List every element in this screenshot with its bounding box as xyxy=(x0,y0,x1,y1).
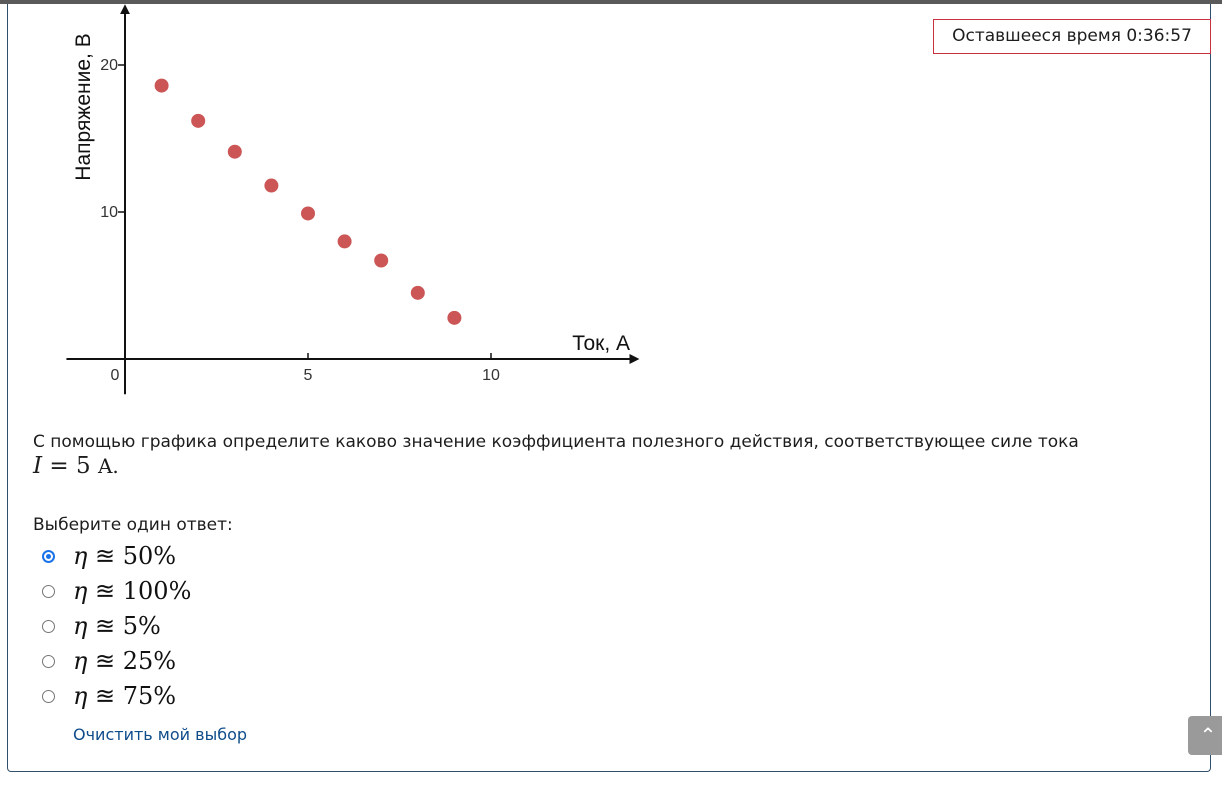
question-formula: I = 5 A. xyxy=(33,453,119,479)
y-axis-label: Напряжение, В xyxy=(72,33,95,180)
data-point xyxy=(447,310,462,325)
answer-label-25: η ≊ 25% xyxy=(73,647,177,675)
answer-option-75[interactable]: η ≊ 75% xyxy=(42,681,176,711)
formula-value: = 5 xyxy=(42,453,98,479)
data-point xyxy=(337,234,352,249)
answer-option-25[interactable]: η ≊ 25% xyxy=(42,646,176,676)
question-text: С помощью графика определите каково знач… xyxy=(33,432,1079,452)
chevron-up-icon: ⌃ xyxy=(1199,723,1217,747)
answer-label-75: η ≊ 75% xyxy=(73,682,177,710)
data-point xyxy=(191,113,206,128)
data-point xyxy=(227,144,242,159)
answer-radio-100[interactable] xyxy=(42,584,55,598)
top-bar xyxy=(0,0,1222,4)
formula-variable: I xyxy=(33,453,43,479)
answer-prompt: Выберите один ответ: xyxy=(33,515,233,535)
voltage-current-graph: 0 5 10 10 20 Ток, А Напряжение, В xyxy=(66,4,640,395)
x-axis-label: Ток, А xyxy=(572,332,630,355)
answer-label-5: η ≊ 5% xyxy=(73,612,161,640)
y-tick-label: 10 xyxy=(100,204,118,221)
scroll-to-top-button[interactable]: ⌃ xyxy=(1188,716,1222,755)
time-remaining: Оставшееся время 0:36:57 xyxy=(933,19,1211,54)
x-tick-label: 10 xyxy=(482,367,500,384)
answer-label-100: η ≊ 100% xyxy=(73,577,192,605)
answer-radio-75[interactable] xyxy=(42,689,55,703)
answer-radio-5[interactable] xyxy=(42,619,55,633)
data-point xyxy=(410,285,425,300)
answer-radio-50[interactable] xyxy=(42,549,55,563)
answer-label-50: η ≊ 50% xyxy=(73,542,177,570)
data-point xyxy=(264,178,279,193)
x-tick-label: 0 xyxy=(111,367,120,384)
formula-unit: A. xyxy=(97,454,119,478)
data-point xyxy=(154,78,169,93)
data-point xyxy=(374,253,389,268)
x-tick-label: 5 xyxy=(304,367,313,384)
answer-option-5[interactable]: η ≊ 5% xyxy=(42,611,161,641)
answer-option-100[interactable]: η ≊ 100% xyxy=(42,576,191,606)
answer-radio-25[interactable] xyxy=(42,654,55,668)
y-tick-label: 20 xyxy=(100,57,118,74)
question-card xyxy=(7,4,1211,772)
clear-choice-link[interactable]: Очистить мой выбор xyxy=(73,725,248,744)
answer-option-50[interactable]: η ≊ 50% xyxy=(42,541,176,571)
data-point xyxy=(301,206,315,221)
